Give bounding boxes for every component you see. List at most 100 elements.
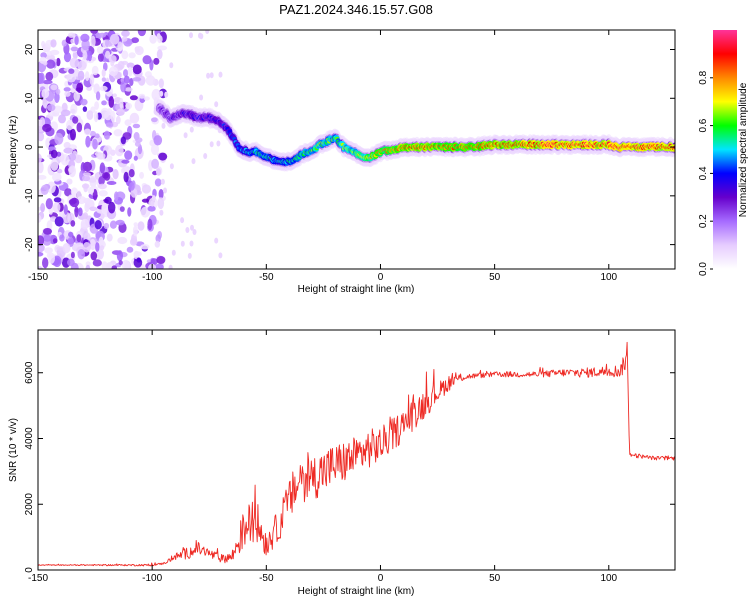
noise-blob (137, 30, 146, 37)
noise-blob (187, 252, 192, 259)
colorbar-tick-label: 0.2 (698, 214, 709, 228)
noise-blob (89, 73, 95, 86)
noise-blob (52, 202, 61, 213)
noise-blob (137, 144, 143, 155)
noise-blob (38, 251, 44, 257)
noise-blob (153, 57, 160, 65)
spectrogram-y-axis: -20 -10 0 10 20 (24, 44, 675, 252)
noise-blob (80, 98, 88, 106)
noise-blob (92, 189, 98, 201)
noise-blob (63, 87, 71, 92)
noise-blob (133, 251, 142, 257)
x-tick-label: -50 (259, 573, 274, 584)
noise-blob (70, 128, 76, 141)
noise-blob (45, 71, 54, 81)
noise-blob (101, 261, 108, 269)
snr-panel: -150 -100 -50 0 50 100 0 2000 4000 6000 Height o… (8, 329, 676, 597)
noise-blob (38, 125, 44, 133)
noise-blob (84, 202, 90, 213)
noise-blob (81, 175, 91, 182)
noise-blob (70, 251, 75, 259)
colorbar-label: Normalized spectral amplitude (738, 82, 749, 217)
noise-blob (77, 249, 86, 260)
x-tick-label: -150 (28, 573, 48, 584)
noise-blob (124, 87, 133, 92)
noise-blob (77, 70, 85, 81)
noise-blob (106, 233, 113, 242)
noise-blob (123, 75, 130, 84)
noise-blob (83, 172, 91, 177)
noise-blob (118, 260, 123, 266)
noise-blob (121, 159, 130, 164)
noise-blob (42, 257, 49, 269)
noise-blob (103, 222, 110, 230)
noise-blob (132, 123, 141, 129)
noise-blob (75, 87, 83, 92)
noise-blob (94, 220, 102, 230)
noise-blob (66, 72, 77, 83)
noise-blob (124, 119, 132, 126)
noise-blob (63, 141, 71, 149)
noise-blob (77, 60, 87, 71)
snr-y-axis: 0 2000 4000 6000 (24, 361, 675, 573)
noise-blob (80, 218, 90, 230)
noise-blob (50, 149, 58, 159)
noise-blob (105, 50, 111, 59)
x-tick-label: -50 (259, 272, 274, 283)
noise-blob (90, 251, 98, 261)
noise-blobs (38, 30, 223, 269)
noise-blob (54, 132, 64, 145)
noise-blob (141, 198, 150, 203)
noise-blob (171, 249, 176, 256)
noise-blob (117, 236, 128, 245)
noise-blob (180, 217, 185, 224)
noise-blob (137, 221, 145, 231)
noise-blob (98, 176, 105, 186)
noise-blob (161, 122, 166, 129)
noise-blob (147, 205, 156, 212)
noise-blob (214, 101, 219, 108)
colorbar-ticks: 0.0 0.2 0.4 0.6 0.8 (698, 70, 713, 276)
colorbar-tick-label: 0.8 (698, 70, 709, 84)
noise-blob (96, 152, 106, 160)
noise-blob (153, 135, 163, 146)
noise-blob (157, 45, 168, 51)
noise-blob (109, 55, 117, 63)
noise-blob (133, 155, 138, 161)
noise-blob (135, 137, 143, 143)
colorbar-tick-label: 0.0 (698, 262, 709, 276)
noise-blob (214, 237, 219, 244)
x-tick-label: 100 (600, 272, 617, 283)
noise-blob (159, 209, 164, 216)
noise-blob (42, 79, 53, 85)
noise-blob (99, 85, 108, 92)
noise-blob (126, 246, 134, 253)
noise-blob (43, 61, 48, 66)
noise-blob (52, 238, 58, 244)
noise-blob (169, 163, 174, 170)
noise-blob (66, 178, 73, 185)
noise-blob (141, 184, 151, 194)
noise-blob (104, 196, 112, 204)
noise-blob (63, 147, 74, 154)
noise-blob (120, 81, 127, 93)
noise-blob (70, 262, 79, 269)
noise-blob (40, 184, 49, 195)
noise-blob (218, 71, 223, 78)
noise-blob (116, 108, 125, 116)
noise-blob (85, 264, 91, 269)
noise-blob (142, 55, 152, 65)
noise-blob (206, 72, 211, 79)
noise-blob (119, 97, 124, 110)
noise-blob (189, 240, 194, 247)
noise-blob (54, 216, 64, 227)
noise-blob (128, 169, 135, 178)
noise-blob (139, 171, 145, 179)
noise-blob (121, 50, 129, 60)
noise-blob (103, 62, 108, 72)
noise-blob (115, 144, 124, 157)
noise-blob (56, 57, 61, 67)
y-tick-label: 2000 (24, 493, 35, 516)
noise-blob (115, 115, 121, 125)
noise-blob (216, 140, 221, 147)
